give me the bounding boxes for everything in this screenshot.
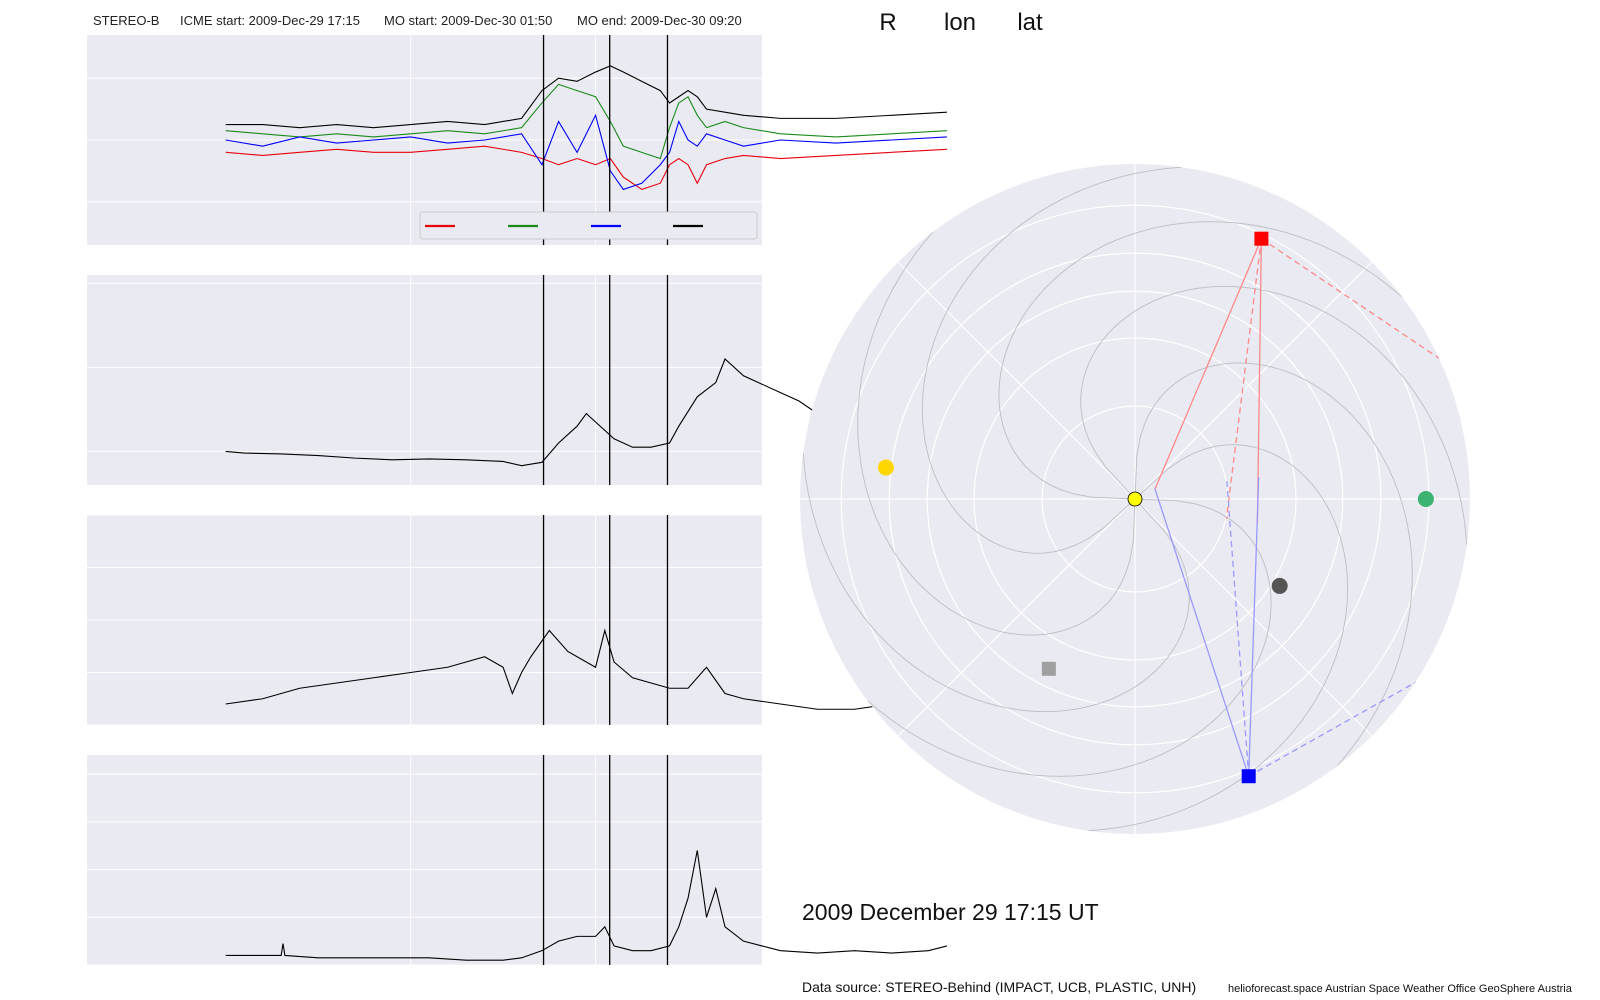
sta-line	[1154, 238, 1262, 490]
series-N	[225, 628, 948, 710]
panel-density	[87, 514, 948, 726]
parker-spiral	[802, 452, 1190, 713]
time-series-panels	[87, 35, 948, 966]
panel-temperature	[87, 755, 948, 966]
parker-spiral	[921, 166, 1182, 554]
series-T	[225, 850, 948, 961]
parker-spiral	[867, 498, 1272, 777]
spacecraft-lines	[1154, 238, 1456, 777]
header-spacecraft: STEREO-B	[93, 13, 159, 28]
legend-box	[419, 211, 758, 240]
header-mo-end: MO end: 2009-Dec-30 09:20	[577, 13, 742, 28]
sta-line-dashed	[1261, 238, 1456, 370]
angular-gridline	[897, 261, 1136, 500]
panel-background	[87, 275, 762, 485]
panel-background	[87, 755, 762, 965]
panel-speed	[87, 275, 948, 485]
polar-grid	[800, 164, 1470, 834]
positions-table: R lon lat	[879, 9, 1043, 36]
header: STEREO-B ICME start: 2009-Dec-29 17:15 M…	[93, 13, 742, 28]
series-Bx	[225, 145, 947, 191]
body-STEREO-B	[1241, 769, 1256, 784]
series-Btotal	[225, 65, 947, 129]
stb-line	[1154, 488, 1250, 777]
series-Bz	[225, 113, 947, 191]
body-MESSENGER	[1041, 661, 1056, 676]
parker-spiral	[857, 231, 1136, 636]
stb-line	[1248, 476, 1260, 777]
angular-gridline	[1134, 261, 1373, 500]
table-header-r: R	[879, 9, 896, 36]
body-Earth	[1417, 491, 1434, 507]
parker-spiral	[998, 221, 1403, 500]
parker-spiral	[1088, 444, 1349, 832]
body-Mars	[1271, 577, 1288, 594]
header-mo-start: MO start: 2009-Dec-30 01:50	[384, 13, 552, 28]
stb-line-dashed	[1248, 676, 1426, 777]
legend	[419, 211, 758, 240]
timestamp: 2009 December 29 17:15 UT	[802, 899, 1099, 925]
table-header-lon: lon	[944, 9, 976, 36]
body-STEREO-A	[1254, 231, 1269, 246]
parker-spiral	[1134, 362, 1413, 767]
sta-line-dashed	[1225, 238, 1263, 520]
table-header-lat: lat	[1017, 9, 1043, 36]
panel-bfield	[87, 35, 947, 245]
polar-plot	[800, 164, 1470, 834]
header-icme-start: ICME start: 2009-Dec-29 17:15	[180, 13, 360, 28]
angular-gridline	[897, 498, 1136, 737]
footer-source: Data source: STEREO-Behind (IMPACT, UCB,…	[802, 979, 1196, 995]
body-VEX	[877, 459, 894, 476]
body-Sun	[1127, 491, 1143, 507]
series-By	[225, 83, 947, 160]
sta-line	[1256, 238, 1263, 525]
footer-credits: helioforecast.space Austrian Space Weath…	[1228, 983, 1573, 995]
